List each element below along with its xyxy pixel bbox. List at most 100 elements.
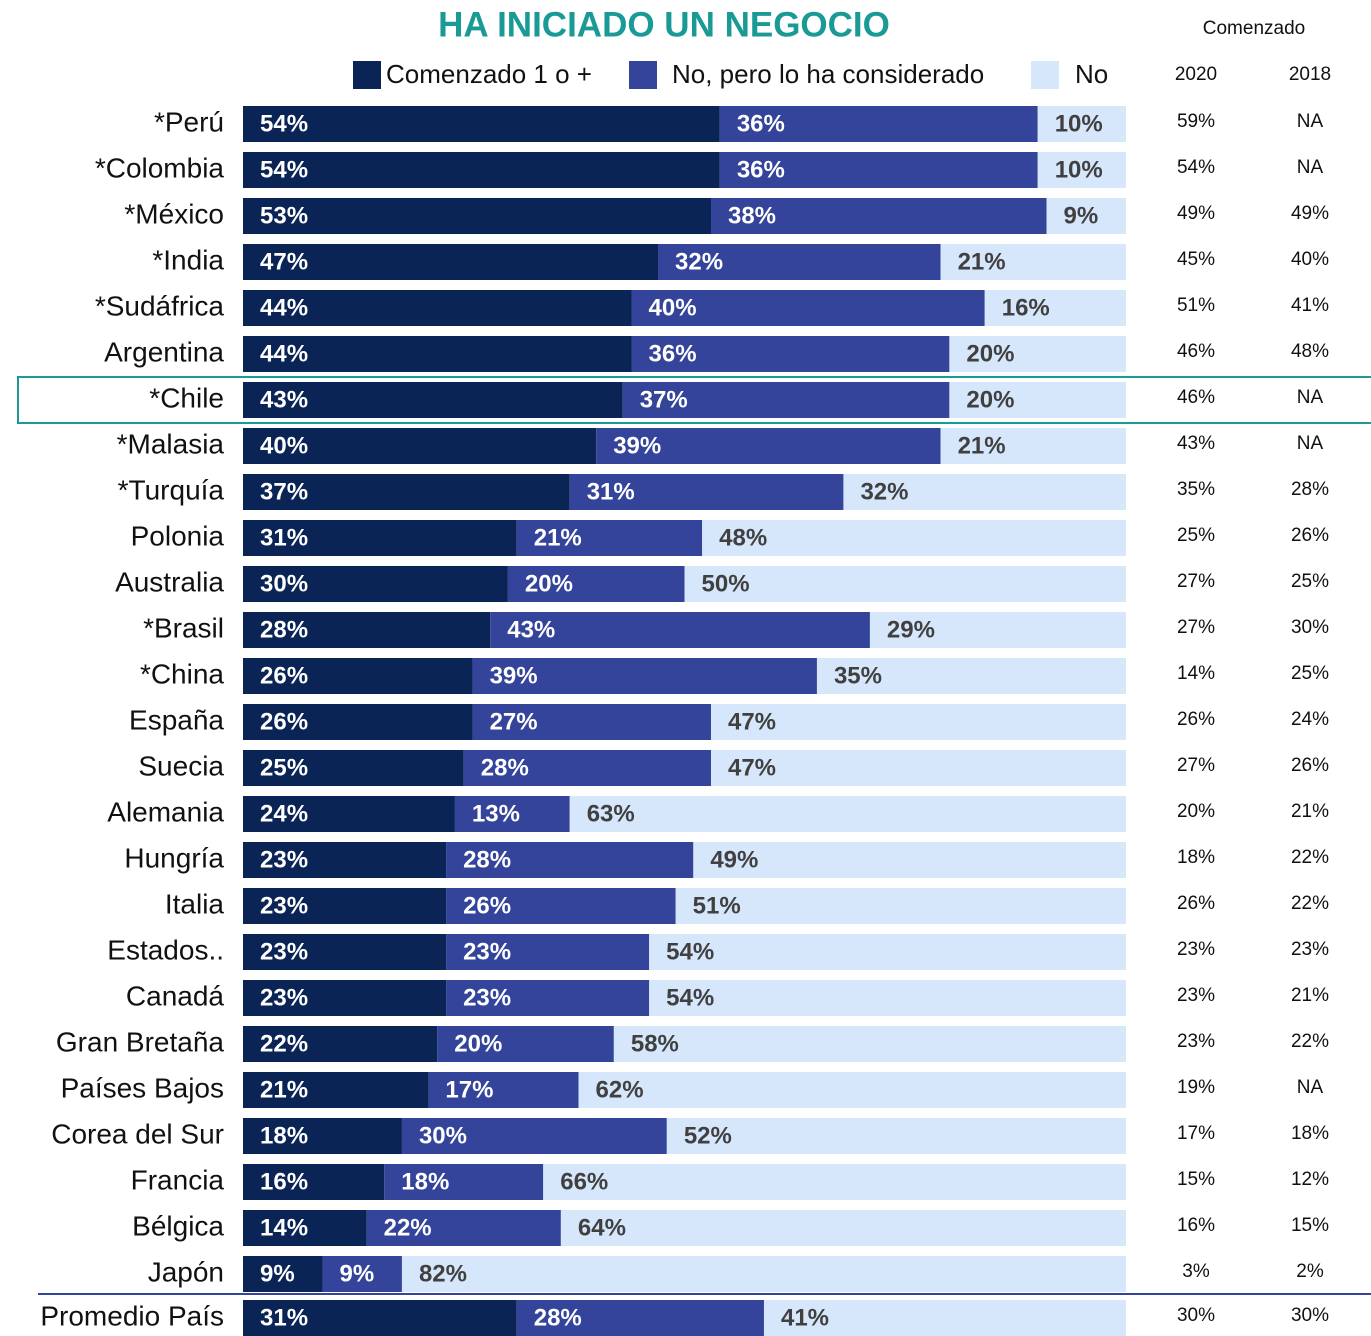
table-cell: NA <box>1297 1077 1324 1098</box>
bar-segment <box>613 1026 1126 1062</box>
bar-segment <box>649 980 1126 1016</box>
value-label: 26% <box>260 708 308 735</box>
value-label: 48% <box>719 524 767 551</box>
bar-segment <box>401 1118 667 1154</box>
bar-segment <box>631 336 950 372</box>
table-cell: 26% <box>1177 893 1215 914</box>
bar-segment <box>1037 106 1126 142</box>
value-label: 13% <box>472 800 520 827</box>
bar-segment <box>1046 198 1126 234</box>
category-label: España <box>129 704 224 735</box>
bar-segment <box>243 658 473 694</box>
value-label: 21% <box>958 248 1006 275</box>
value-label: 21% <box>958 432 1006 459</box>
table-cell: 26% <box>1177 709 1215 730</box>
category-label: Hungría <box>124 842 224 873</box>
table-cell: 27% <box>1177 755 1215 776</box>
category-label: Suecia <box>138 750 224 781</box>
value-label: 64% <box>578 1214 626 1241</box>
value-label: 27% <box>490 708 538 735</box>
table-cell: 14% <box>1177 663 1215 684</box>
table-cell: 2% <box>1296 1261 1324 1282</box>
category-label: Bélgica <box>132 1210 224 1241</box>
category-label: Países Bajos <box>61 1072 224 1103</box>
value-label: 25% <box>260 754 308 781</box>
bar-segment <box>560 1210 1126 1246</box>
bar-segment <box>463 750 711 786</box>
bar-segment <box>446 888 676 924</box>
category-label: *Brasil <box>143 612 224 643</box>
value-label: 17% <box>445 1076 493 1103</box>
bar-segment <box>710 750 1126 786</box>
value-label: 54% <box>260 110 308 137</box>
value-label: 44% <box>260 340 308 367</box>
table-cell: 17% <box>1177 1123 1215 1144</box>
bar-segment <box>763 1300 1126 1336</box>
value-label: 28% <box>481 754 529 781</box>
value-label: 29% <box>887 616 935 643</box>
category-label: *Sudáfrica <box>95 290 225 321</box>
bar-segment <box>243 152 720 188</box>
bar-segment <box>243 704 473 740</box>
table-cell: 23% <box>1291 939 1329 960</box>
bar-segment <box>322 1256 402 1292</box>
bar-segment <box>446 934 650 970</box>
category-label: Estados.. <box>107 934 224 965</box>
bar-segment <box>454 796 570 832</box>
bar-segment <box>816 658 1126 694</box>
table-cell: 25% <box>1291 571 1329 592</box>
value-label: 9% <box>260 1260 295 1287</box>
value-label: 23% <box>463 938 511 965</box>
value-label: 21% <box>260 1076 308 1103</box>
value-label: 47% <box>728 754 776 781</box>
table-cell: 26% <box>1291 525 1329 546</box>
table-cell: 26% <box>1291 755 1329 776</box>
value-label: 62% <box>596 1076 644 1103</box>
value-label: 58% <box>631 1030 679 1057</box>
table-cell: 15% <box>1177 1169 1215 1190</box>
bar-segment <box>719 106 1038 142</box>
value-label: 18% <box>401 1168 449 1195</box>
table-cell: 20% <box>1177 801 1215 822</box>
value-label: 32% <box>860 478 908 505</box>
table-column-header: 2018 <box>1289 64 1331 85</box>
highlight-box <box>17 376 1371 424</box>
table-cell: 12% <box>1291 1169 1329 1190</box>
table-cell: 46% <box>1177 341 1215 362</box>
table-cell: 41% <box>1291 295 1329 316</box>
bar-segment <box>649 934 1126 970</box>
category-label: *China <box>140 658 224 689</box>
bar-segment <box>243 382 623 418</box>
value-label: 43% <box>507 616 555 643</box>
value-label: 23% <box>260 846 308 873</box>
bar-segment <box>446 980 650 1016</box>
bar-segment <box>631 290 985 326</box>
bar-segment <box>684 566 1126 602</box>
value-label: 23% <box>260 984 308 1011</box>
value-label: 36% <box>737 156 785 183</box>
value-label: 53% <box>260 202 308 229</box>
category-label: *Perú <box>154 106 224 137</box>
table-cell: 21% <box>1291 801 1329 822</box>
value-label: 66% <box>560 1168 608 1195</box>
value-label: 24% <box>260 800 308 827</box>
bar-segment <box>940 244 1126 280</box>
bar-segment <box>243 566 508 602</box>
bar-segment <box>507 566 685 602</box>
bar-segment <box>243 750 464 786</box>
value-label: 31% <box>587 478 635 505</box>
table-cell: 45% <box>1177 249 1215 270</box>
value-label: 38% <box>728 202 776 229</box>
bar-segment <box>578 1072 1126 1108</box>
value-label: 32% <box>675 248 723 275</box>
value-label: 37% <box>260 478 308 505</box>
table-cell: NA <box>1297 433 1324 454</box>
value-label: 31% <box>260 1304 308 1331</box>
table-cell: 59% <box>1177 111 1215 132</box>
bar-segment <box>243 520 517 556</box>
value-label: 47% <box>260 248 308 275</box>
value-label: 16% <box>1002 294 1050 321</box>
category-label: Australia <box>115 566 224 597</box>
value-label: 20% <box>525 570 573 597</box>
value-label: 10% <box>1055 156 1103 183</box>
